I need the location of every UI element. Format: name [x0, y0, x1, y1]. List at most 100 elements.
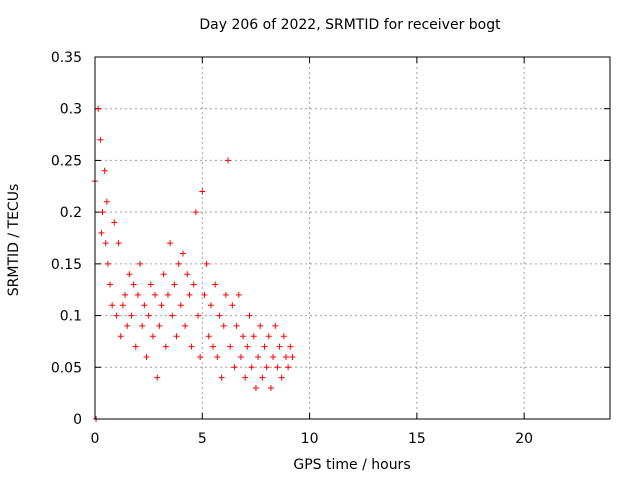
- data-point: [197, 353, 204, 360]
- x-tick-label: 10: [301, 431, 319, 447]
- data-point: [216, 312, 223, 319]
- data-point: [218, 374, 225, 381]
- data-point: [103, 198, 110, 205]
- data-point: [240, 333, 247, 340]
- data-point: [199, 188, 206, 195]
- data-point: [272, 322, 279, 329]
- data-point: [145, 312, 152, 319]
- data-point: [98, 229, 105, 236]
- plot-frame: [94, 56, 611, 420]
- data-point: [115, 240, 122, 247]
- data-point: [113, 312, 120, 319]
- data-point: [147, 281, 154, 288]
- data-point: [167, 240, 174, 247]
- x-tick-label: 5: [198, 431, 207, 447]
- data-point: [212, 281, 219, 288]
- data-point: [141, 302, 148, 309]
- data-point: [192, 209, 199, 216]
- data-point: [289, 353, 296, 360]
- data-point: [95, 105, 102, 112]
- data-point: [265, 333, 272, 340]
- data-point: [177, 302, 184, 309]
- chart-title: Day 206 of 2022, SRMTID for receiver bog…: [199, 17, 501, 33]
- data-point: [207, 302, 214, 309]
- data-point: [188, 343, 195, 350]
- y-tick-label: 0.05: [51, 360, 82, 376]
- data-point: [99, 209, 106, 216]
- data-point: [242, 374, 249, 381]
- data-point: [171, 281, 178, 288]
- data-point: [203, 260, 210, 267]
- axis-ticks: 0 0.05 0.1 0.15 0.2 0.25 0.3 0.35 0 5 10 15 20: [51, 50, 610, 447]
- data-point: [119, 302, 126, 309]
- data-point: [210, 343, 217, 350]
- data-point: [255, 353, 262, 360]
- x-tick-label: 0: [91, 431, 100, 447]
- data-point: [237, 353, 244, 360]
- data-point: [231, 364, 238, 371]
- data-point: [201, 291, 208, 298]
- data-point: [156, 322, 163, 329]
- data-point: [139, 322, 146, 329]
- data-point: [124, 322, 131, 329]
- data-point: [169, 312, 176, 319]
- y-tick-label: 0.25: [51, 153, 82, 169]
- y-tick-label: 0.2: [60, 205, 82, 221]
- data-point: [267, 384, 274, 391]
- data-point: [257, 322, 264, 329]
- data-points: [92, 105, 296, 422]
- y-tick-label: 0.15: [51, 257, 82, 273]
- data-point: [276, 343, 283, 350]
- data-point: [128, 312, 135, 319]
- y-tick-label: 0: [73, 412, 82, 428]
- data-point: [160, 271, 167, 278]
- data-point: [97, 136, 104, 143]
- data-point: [117, 333, 124, 340]
- data-point: [285, 364, 292, 371]
- data-point: [149, 333, 156, 340]
- y-tick-label: 0.1: [60, 309, 82, 325]
- data-point: [137, 260, 144, 267]
- data-point: [225, 157, 232, 164]
- data-point: [287, 343, 294, 350]
- y-tick-label: 0.3: [60, 102, 82, 118]
- data-point: [101, 167, 108, 174]
- y-tick-label: 0.35: [51, 50, 82, 66]
- data-point: [274, 364, 281, 371]
- data-point: [162, 343, 169, 350]
- data-point: [214, 353, 221, 360]
- data-point: [111, 219, 118, 226]
- data-point: [252, 384, 259, 391]
- data-point: [222, 291, 229, 298]
- data-point: [164, 291, 171, 298]
- data-point: [220, 322, 227, 329]
- data-point: [278, 374, 285, 381]
- data-point: [107, 281, 114, 288]
- data-point: [179, 250, 186, 257]
- data-point: [195, 312, 201, 319]
- data-point: [143, 353, 150, 360]
- data-point: [173, 333, 180, 340]
- data-point: [261, 343, 268, 350]
- data-point: [186, 291, 193, 298]
- x-tick-label: 15: [408, 431, 426, 447]
- data-point: [134, 291, 141, 298]
- data-point: [246, 312, 253, 319]
- data-point: [175, 260, 182, 267]
- data-point: [184, 271, 191, 278]
- data-point: [104, 260, 111, 267]
- x-axis-label: GPS time / hours: [293, 457, 411, 473]
- data-point: [102, 240, 109, 247]
- data-point: [250, 333, 257, 340]
- data-point: [132, 343, 139, 350]
- x-tick-label: 20: [515, 431, 533, 447]
- data-point: [109, 302, 116, 309]
- data-point: [259, 374, 266, 381]
- data-point: [248, 364, 255, 371]
- data-point: [126, 271, 133, 278]
- data-point: [280, 333, 287, 340]
- data-point: [205, 333, 212, 340]
- data-point: [233, 322, 240, 329]
- data-point: [122, 291, 129, 298]
- data-point: [182, 322, 189, 329]
